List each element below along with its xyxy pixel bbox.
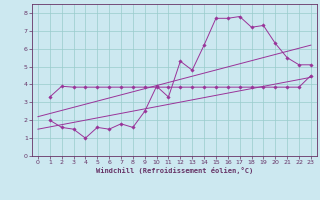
X-axis label: Windchill (Refroidissement éolien,°C): Windchill (Refroidissement éolien,°C) xyxy=(96,167,253,174)
